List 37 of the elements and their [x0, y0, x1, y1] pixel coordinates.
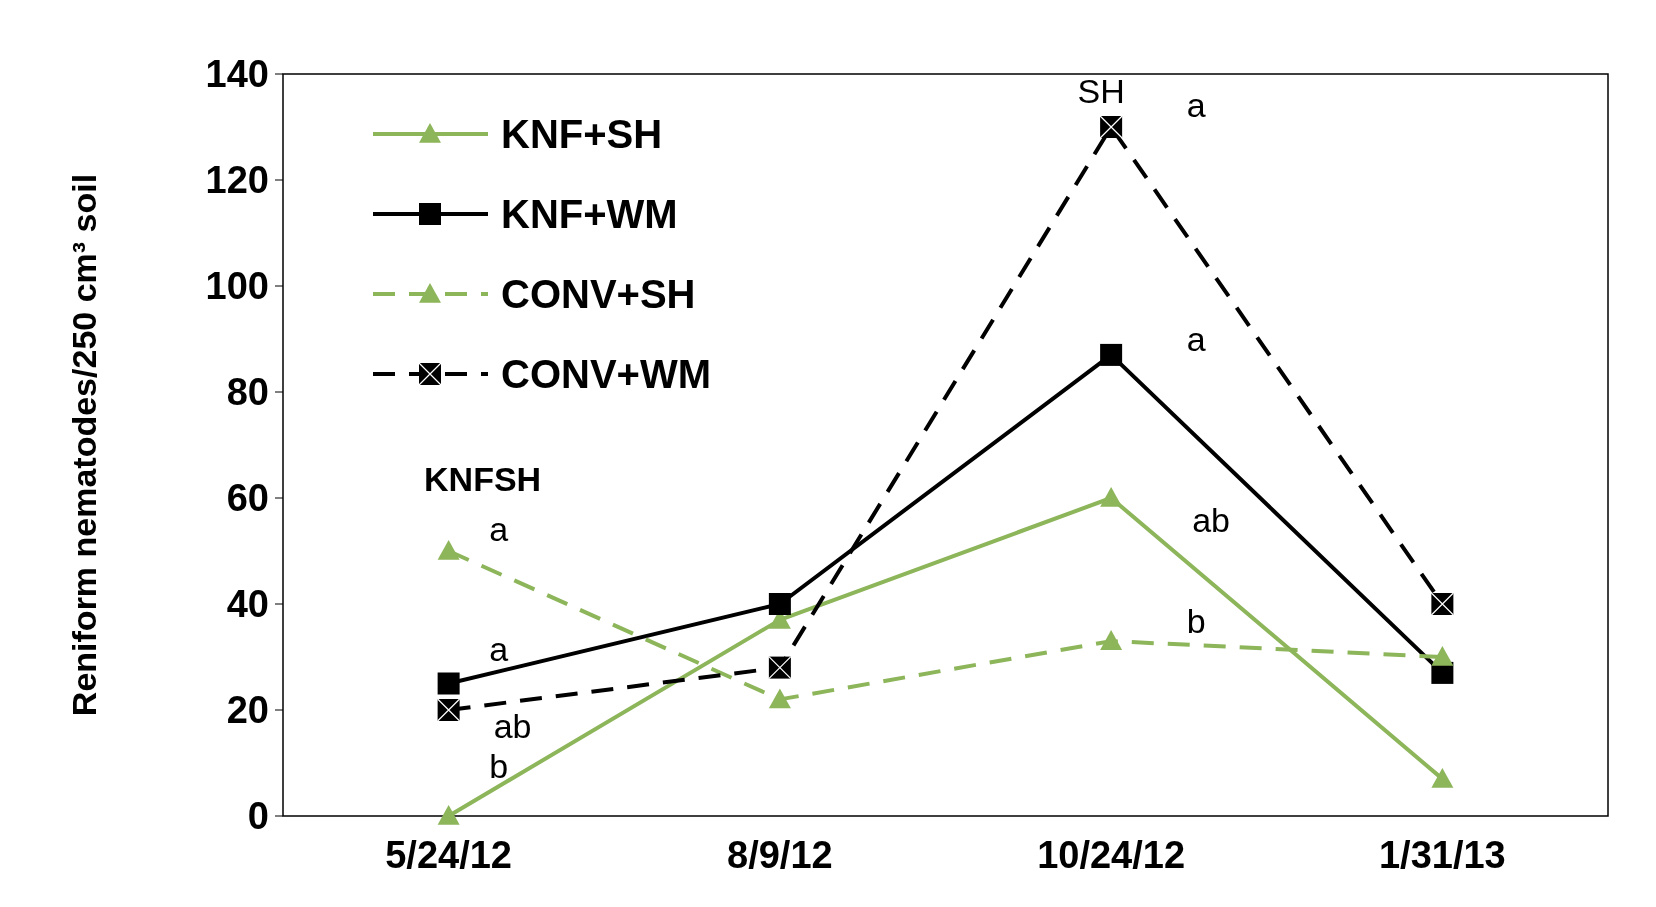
annotation: b	[1186, 602, 1206, 640]
point	[1100, 343, 1123, 366]
y-tick-label: 20	[226, 689, 269, 732]
y-axis-title: Reniform nematodes/250 cm³ soil	[65, 173, 103, 717]
x-tick-label: 10/24/12	[1037, 834, 1186, 876]
point	[437, 672, 460, 695]
point	[437, 540, 460, 560]
annotation: SH	[1077, 71, 1125, 110]
point	[1431, 646, 1454, 666]
legend-label: CONV+WM	[501, 352, 711, 396]
x-tick-label: 1/31/13	[1378, 834, 1506, 876]
legend-label: KNF+WM	[501, 192, 678, 236]
annotation: a	[489, 509, 509, 548]
annotation: KNFSH	[424, 459, 542, 498]
y-tick-label: 40	[226, 583, 269, 626]
point	[768, 593, 791, 615]
y-tick-label: 0	[247, 795, 269, 838]
y-tick-label: 60	[226, 477, 269, 520]
x-tick-label: 5/24/12	[385, 834, 513, 876]
annotation: b	[489, 746, 509, 785]
point	[1100, 630, 1123, 650]
point	[768, 688, 791, 709]
annotation: ab	[1192, 500, 1231, 539]
x-tick-label: 8/9/12	[727, 834, 833, 876]
y-tick-label: 140	[205, 53, 269, 96]
annotation: a	[489, 630, 509, 669]
annotation: ab	[493, 706, 532, 745]
y-tick-label: 100	[205, 265, 269, 308]
annotation: a	[1186, 85, 1206, 124]
y-tick-label: 80	[226, 371, 269, 414]
legend-label: KNF+SH	[501, 112, 663, 156]
point	[437, 805, 460, 825]
y-tick-label: 120	[205, 159, 269, 202]
legend-label: CONV+SH	[501, 272, 696, 316]
point	[1431, 767, 1454, 788]
annotation: a	[1186, 319, 1206, 358]
point	[1100, 487, 1123, 507]
